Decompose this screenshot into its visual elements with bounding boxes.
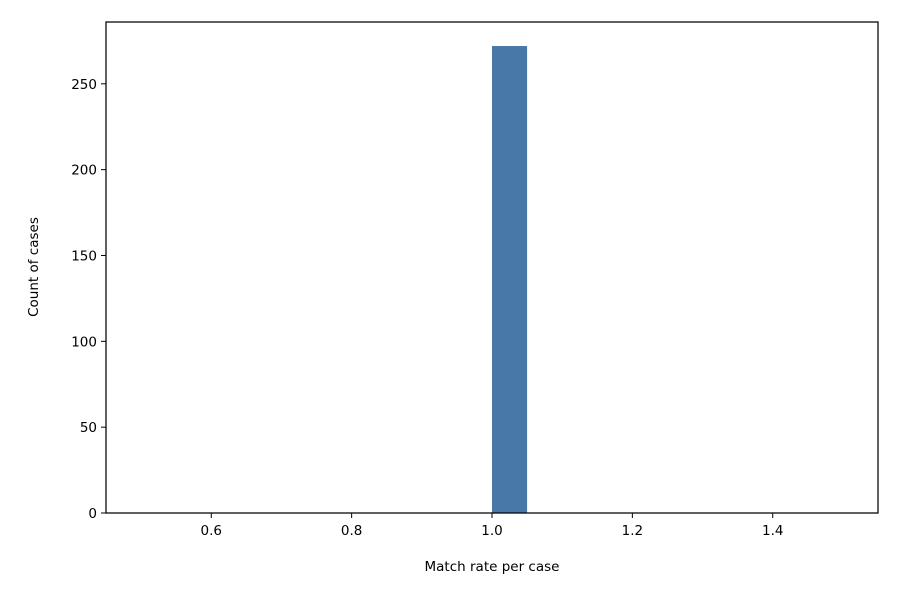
y-tick-label: 50: [80, 420, 97, 436]
x-tick-label: 1.4: [762, 523, 783, 539]
x-tick-label: 0.8: [341, 523, 362, 539]
y-axis-label: Count of cases: [26, 217, 42, 317]
histogram-bar-0: [492, 46, 528, 513]
y-tick-label: 200: [71, 163, 97, 179]
bars-group: [492, 46, 528, 513]
y-tick-label: 100: [71, 334, 97, 350]
y-tick-label: 250: [71, 77, 97, 93]
x-axis-ticks: 0.6 0.8 1.0 1.2 1.4: [201, 513, 783, 539]
y-axis-ticks: 0 50 100 150 200 250: [71, 77, 106, 522]
y-tick-label: 150: [71, 248, 97, 264]
x-tick-label: 1.0: [481, 523, 502, 539]
x-tick-label: 0.6: [201, 523, 222, 539]
x-tick-label: 1.2: [622, 523, 643, 539]
x-axis-label: Match rate per case: [425, 559, 560, 575]
y-tick-label: 0: [88, 506, 97, 522]
